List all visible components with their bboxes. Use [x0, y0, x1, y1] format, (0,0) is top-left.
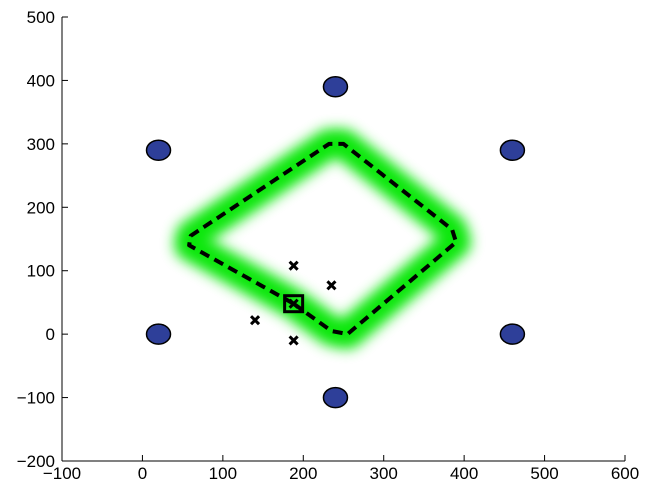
y-tick-label: 400 — [27, 71, 55, 90]
y-tick-label: 200 — [27, 198, 55, 217]
ellipse-marker-3 — [499, 139, 526, 161]
ellipse-marker-4 — [499, 323, 526, 345]
y-tick-label: 300 — [27, 135, 55, 154]
x-marker-1 — [288, 260, 299, 271]
ellipse-marker-1 — [145, 139, 172, 161]
x-tick-label: 400 — [450, 464, 478, 483]
x-marker-stroke — [249, 315, 261, 326]
x-tick-label: 0 — [138, 464, 147, 483]
x-tick-label: 600 — [611, 464, 639, 483]
x-marker-5 — [288, 298, 299, 309]
x-tick-label: 100 — [209, 464, 237, 483]
dashed-path-line — [187, 141, 459, 337]
y-tick-label: −100 — [17, 389, 55, 408]
x-marker-stroke — [326, 280, 337, 291]
ellipse-marker-5 — [322, 386, 349, 409]
x-tick-label: 300 — [370, 464, 398, 483]
ellipse-marker-6 — [145, 323, 172, 345]
ellipse-marker-2 — [322, 76, 349, 98]
path-glow-band — [174, 128, 472, 350]
axes: −100 0 100 200 300 400 500 600−200−100010020030… — [17, 8, 639, 483]
y-tick-label: −200 — [17, 452, 55, 471]
x-marker-stroke — [288, 260, 299, 271]
x-tick-label: −100 — [43, 464, 81, 483]
x-tick-label: 200 — [289, 464, 317, 483]
x-marker-stroke — [288, 335, 299, 346]
path-glow-core — [182, 136, 464, 342]
x-marker-3 — [249, 315, 261, 326]
y-tick-label: 100 — [27, 262, 55, 281]
x-tick-label: 500 — [530, 464, 558, 483]
x-marker-4 — [288, 335, 299, 346]
square-marker-1 — [283, 294, 305, 314]
y-tick-label: 0 — [46, 325, 55, 344]
plot-area — [145, 76, 526, 409]
y-tick-label: 500 — [27, 8, 55, 27]
x-marker-2 — [326, 280, 337, 291]
x-marker-stroke — [288, 298, 299, 309]
